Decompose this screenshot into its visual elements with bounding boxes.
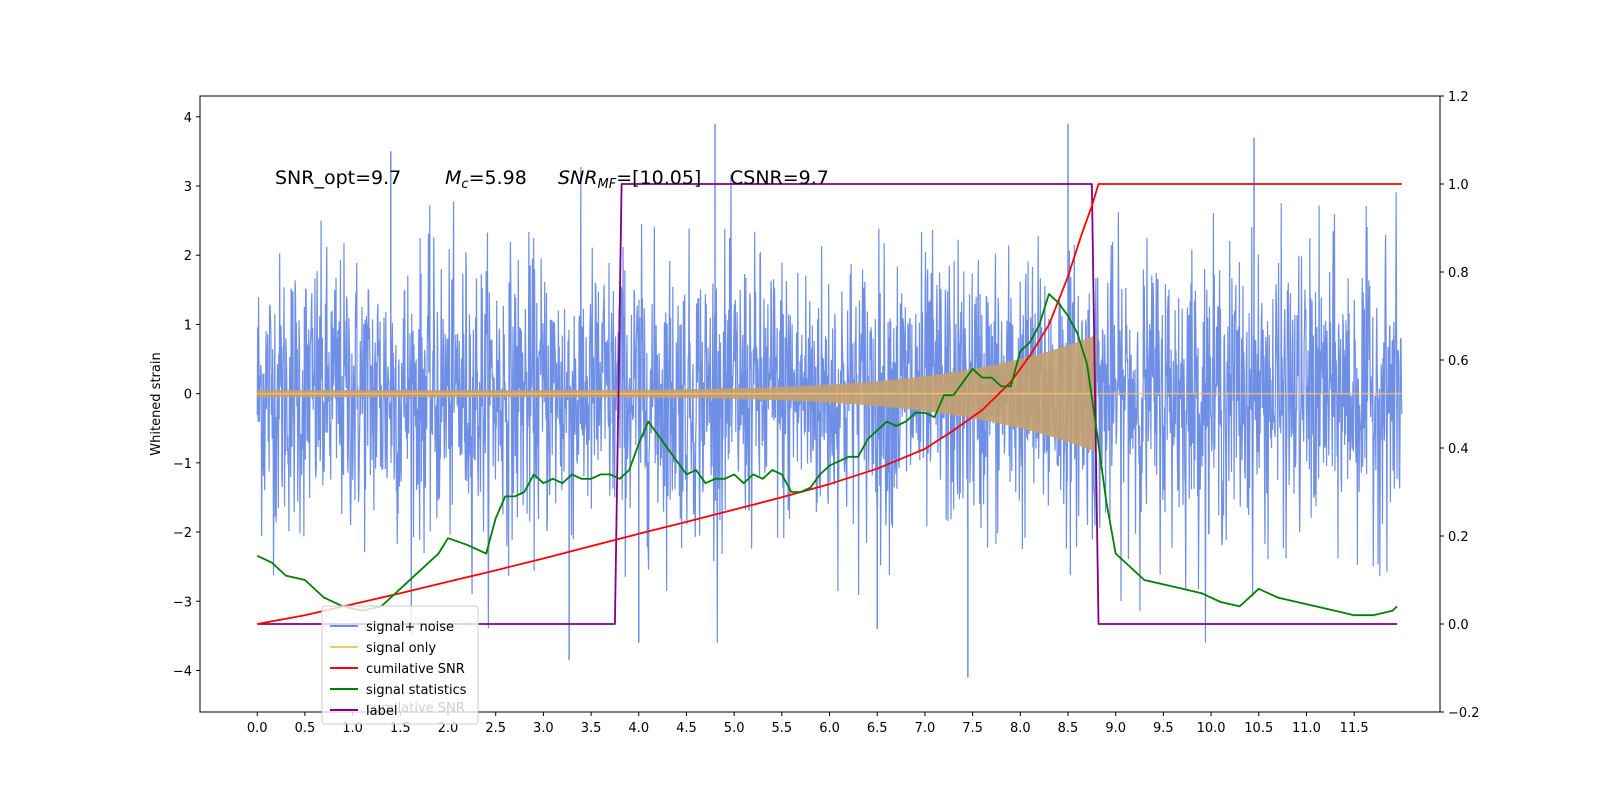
axes-frame — [199, 95, 1441, 713]
x-tick-label: 6.5 — [867, 721, 888, 736]
x-tick-label: 2.5 — [485, 721, 506, 736]
y-left-tick-label: 1 — [184, 318, 192, 333]
signal-noise-line — [256, 166, 1403, 643]
snr-opt-annotation: SNR_opt=9.7 — [275, 167, 401, 189]
right-y-axis-ticks: −0.2 0.0 0.2 0.4 0.6 0.8 1.0 1.2 — [1440, 90, 1480, 721]
legend: cumilative SNR signal+ noise signal only c… — [321, 605, 479, 725]
y-right-tick-label: 0.0 — [1448, 618, 1469, 633]
y-left-tick-label: −4 — [173, 664, 192, 679]
signal-statistics-line — [256, 293, 1398, 617]
x-tick-label: 9.0 — [1105, 721, 1126, 736]
y-left-tick-label: 4 — [184, 111, 192, 126]
x-tick-label: 3.0 — [533, 721, 554, 736]
x-tick-label: 8.0 — [1010, 721, 1031, 736]
y-left-tick-label: −2 — [173, 526, 192, 541]
y-right-tick-label: 1.2 — [1448, 90, 1469, 105]
line-series-group — [256, 183, 1402, 625]
legend-ghost-text: cumilative SNR — [366, 701, 465, 716]
x-tick-label: 7.0 — [915, 721, 936, 736]
x-tick-label: 10.0 — [1197, 721, 1226, 736]
y-left-tick-label: 3 — [184, 180, 192, 195]
x-tick-label: 5.5 — [772, 721, 793, 736]
mc-subscript: c — [461, 177, 468, 192]
mc-value: =5.98 — [469, 167, 527, 189]
x-tick-label: 1.0 — [342, 721, 363, 736]
x-tick-label: 7.5 — [962, 721, 983, 736]
y-right-tick-label: 0.2 — [1448, 530, 1469, 545]
legend-box — [321, 605, 479, 725]
mc-symbol: M — [445, 167, 461, 189]
x-tick-label: 1.5 — [390, 721, 411, 736]
legend-entries: signal+ noise signal only cumilative SNR si… — [330, 620, 467, 719]
x-tick-label: 6.0 — [819, 721, 840, 736]
cumilative-snr-line — [257, 183, 1402, 625]
y-right-tick-label: −0.2 — [1448, 706, 1480, 721]
y-left-tick-label: 0 — [184, 388, 192, 403]
y-left-tick-label: −1 — [173, 457, 192, 472]
legend-label: cumilative SNR — [366, 662, 465, 677]
y-right-tick-label: 0.6 — [1448, 354, 1469, 369]
x-tick-label: 4.0 — [628, 721, 649, 736]
signal-only-series — [257, 334, 1402, 453]
x-tick-label: 11.0 — [1292, 721, 1321, 736]
y-left-tick-label: −3 — [173, 595, 192, 610]
left-y-axis-ticks: −4 −3 −2 −1 0 1 2 3 4 — [173, 111, 200, 679]
annotation-text: SNR_opt=9.7 Mc=5.98 SNRMF=[10.05] CSNR=9… — [275, 167, 829, 192]
y-right-tick-label: 0.4 — [1448, 442, 1469, 457]
x-tick-label: 9.5 — [1153, 721, 1174, 736]
y-left-tick-label: 2 — [184, 249, 192, 264]
x-tick-label: 8.5 — [1058, 721, 1079, 736]
snr-mf-subscript: MF — [597, 177, 616, 192]
snr-mf-annotation: SNRMF=[10.05] — [558, 167, 701, 192]
legend-label: label — [366, 704, 397, 719]
mc-annotation: Mc=5.98 — [445, 167, 527, 192]
y-axis-label: Whitened strain — [149, 352, 164, 455]
x-tick-label: 4.5 — [676, 721, 697, 736]
x-tick-label: 3.5 — [581, 721, 602, 736]
snr-mf-symbol: SNR — [558, 167, 597, 189]
x-tick-label: 0.0 — [247, 721, 268, 736]
csnr-annotation: CSNR=9.7 — [730, 167, 829, 189]
x-tick-label: 10.5 — [1244, 721, 1273, 736]
y-right-tick-label: 0.8 — [1448, 266, 1469, 281]
x-axis-ticks: 0.0 0.5 1.0 1.5 2.0 2.5 3.0 3.5 4.0 4.5 5.0 5.5 6.0 6… — [247, 712, 1369, 736]
x-tick-label: 0.5 — [295, 721, 316, 736]
label-line — [257, 183, 1398, 625]
legend-label: signal statistics — [366, 683, 467, 698]
y-right-tick-label: 1.0 — [1448, 178, 1469, 193]
legend-label: signal+ noise — [366, 620, 454, 635]
x-tick-label: 2.0 — [438, 721, 459, 736]
x-tick-label: 5.0 — [724, 721, 745, 736]
signal-noise-series — [256, 123, 1403, 678]
legend-label: signal only — [366, 641, 436, 656]
signal-noise-spikes — [390, 123, 1255, 678]
snr-mf-value: =[10.05] — [616, 167, 701, 189]
x-tick-label: 11.5 — [1340, 721, 1369, 736]
